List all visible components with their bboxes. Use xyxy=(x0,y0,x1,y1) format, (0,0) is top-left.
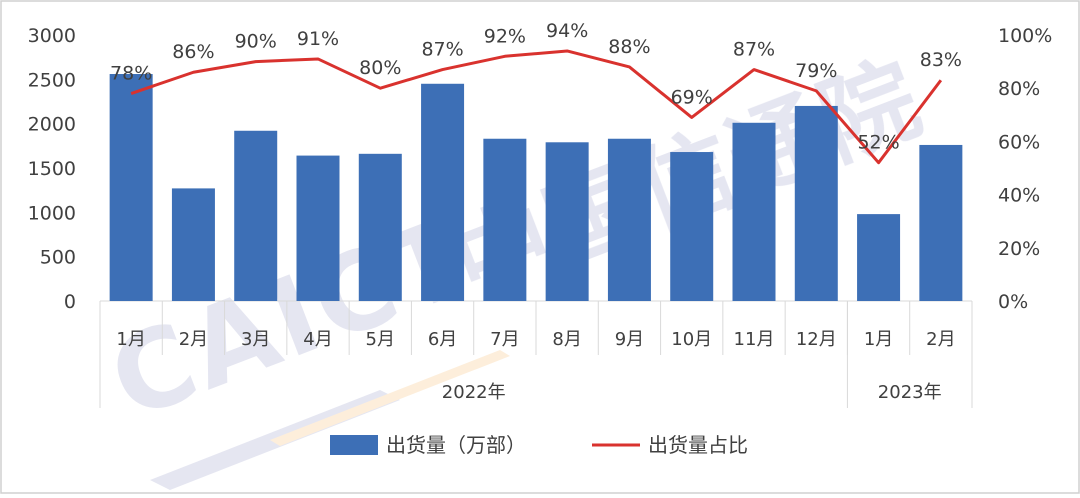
y-right-tick-label: 80% xyxy=(998,78,1040,100)
y-left-tick-label: 3000 xyxy=(28,25,76,47)
y-left-axis: 0 500 1000 1500 2000 2500 3000 xyxy=(28,25,76,313)
bar-10 xyxy=(670,152,714,301)
legend: 出货量（万部） 出货量占比 xyxy=(330,433,748,457)
data-label-1: 78% xyxy=(110,63,152,85)
data-label-11: 87% xyxy=(733,39,775,61)
data-label-8: 94% xyxy=(546,20,588,42)
x-tick-label-5: 5月 xyxy=(366,329,395,350)
y-right-axis: 0% 20% 40% 60% 80% 100% xyxy=(998,25,1052,313)
data-label-12: 79% xyxy=(795,60,837,82)
data-labels: 78% 86% 90% 91% 80% 87% 92% 94% 88% 69% 87% 79% 52% 8… xyxy=(110,20,962,154)
data-label-4: 91% xyxy=(297,28,339,50)
bar-8 xyxy=(545,142,589,301)
bar-4 xyxy=(296,155,340,301)
x-tick-label-10: 10月 xyxy=(671,329,712,350)
year-group-label-2: 2023年 xyxy=(878,382,942,403)
y-left-tick-label: 500 xyxy=(40,247,76,269)
data-label-5: 80% xyxy=(359,57,401,79)
bar-5 xyxy=(358,153,402,301)
x-tick-label-2: 2月 xyxy=(179,329,208,350)
y-right-tick-label: 0% xyxy=(998,291,1028,313)
x-tick-label-1: 1月 xyxy=(116,329,145,350)
bar-13 xyxy=(857,214,901,301)
bar-1 xyxy=(109,74,153,301)
data-label-14: 83% xyxy=(920,49,962,71)
y-right-tick-label: 100% xyxy=(998,25,1052,47)
y-right-tick-label: 40% xyxy=(998,185,1040,207)
bar-7 xyxy=(483,138,527,301)
legend-bar-swatch xyxy=(330,435,378,455)
bar-11 xyxy=(732,122,776,301)
data-label-3: 90% xyxy=(235,31,277,53)
x-tick-label-3: 3月 xyxy=(241,329,270,350)
legend-bar-label: 出货量（万部） xyxy=(386,433,526,457)
y-right-tick-label: 60% xyxy=(998,131,1040,153)
bar-14 xyxy=(919,144,963,301)
x-tick-label-13: 1月 xyxy=(864,329,893,350)
y-left-tick-label: 2000 xyxy=(28,114,76,136)
x-tick-label-8: 8月 xyxy=(552,329,581,350)
line-series xyxy=(130,49,943,165)
x-tick-label-6: 6月 xyxy=(428,329,457,350)
x-tick-label-11: 11月 xyxy=(734,329,775,350)
y-left-tick-label: 1500 xyxy=(28,158,76,180)
x-tick-label-4: 4月 xyxy=(303,329,332,350)
bar-6 xyxy=(421,83,465,302)
bar-2 xyxy=(171,188,215,301)
x-tick-label-12: 12月 xyxy=(796,329,837,350)
share-line xyxy=(130,49,943,165)
y-left-tick-label: 0 xyxy=(64,291,76,313)
data-label-9: 88% xyxy=(608,36,650,58)
data-label-10: 69% xyxy=(671,86,713,108)
y-left-tick-label: 2500 xyxy=(28,69,76,91)
x-tick-label-7: 7月 xyxy=(490,329,519,350)
bar-12 xyxy=(794,105,838,301)
year-group-label-1: 2022年 xyxy=(442,382,506,403)
bar-9 xyxy=(607,138,651,301)
legend-line-label: 出货量占比 xyxy=(648,433,748,457)
bar-series xyxy=(109,74,963,302)
y-left-tick-label: 1000 xyxy=(28,202,76,224)
x-tick-label-9: 9月 xyxy=(615,329,644,350)
data-label-13: 52% xyxy=(857,132,899,154)
x-tick-label-14: 2月 xyxy=(926,329,955,350)
data-label-6: 87% xyxy=(421,39,463,61)
x-axis: 1月 2月 3月 4月 5月 6月 7月 8月 9月 10月 11月 12月 1月 2月 2022年 2023… xyxy=(116,329,955,403)
y-right-tick-label: 20% xyxy=(998,238,1040,260)
bar-3 xyxy=(234,130,278,301)
data-label-2: 86% xyxy=(172,41,214,63)
data-label-7: 92% xyxy=(484,25,526,47)
